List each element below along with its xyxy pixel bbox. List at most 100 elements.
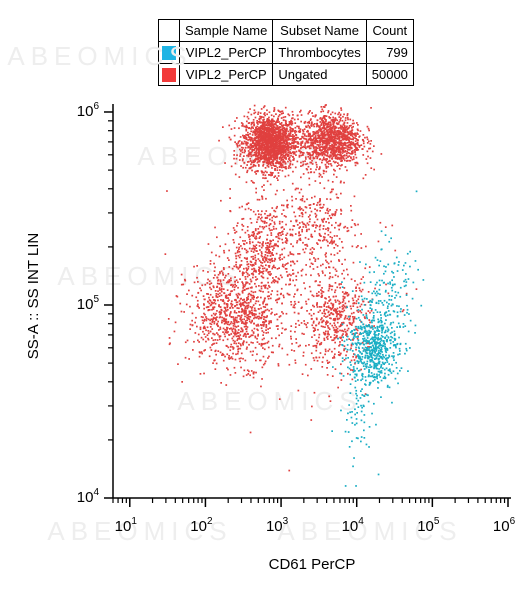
data-point — [333, 235, 336, 237]
data-point — [229, 306, 232, 309]
data-point — [339, 222, 342, 225]
data-point — [276, 158, 279, 160]
data-point — [287, 124, 290, 127]
data-point — [279, 256, 281, 259]
data-point — [207, 337, 209, 340]
data-point — [303, 137, 305, 140]
data-point — [351, 378, 354, 381]
data-point — [286, 141, 288, 144]
data-point — [330, 151, 332, 153]
data-point — [348, 317, 351, 320]
data-point — [355, 138, 358, 140]
data-point — [204, 283, 207, 286]
data-point — [298, 253, 301, 255]
data-point — [371, 150, 374, 153]
data-point — [205, 340, 207, 343]
data-point — [335, 142, 337, 144]
data-point — [313, 334, 316, 336]
data-point — [254, 256, 257, 259]
data-point — [343, 125, 346, 127]
data-point — [226, 367, 228, 369]
data-point — [339, 314, 341, 316]
data-point — [167, 318, 170, 320]
data-point — [291, 233, 293, 236]
data-point — [360, 278, 363, 280]
data-point — [206, 282, 209, 284]
data-point — [267, 346, 270, 349]
data-point — [340, 363, 342, 366]
data-point — [220, 312, 222, 315]
data-point — [245, 129, 248, 132]
data-point — [232, 327, 235, 330]
data-point — [344, 134, 346, 136]
data-point — [338, 164, 340, 166]
data-point — [342, 310, 344, 313]
data-point — [274, 165, 276, 167]
data-point — [198, 307, 200, 309]
data-point — [273, 157, 276, 159]
data-point — [274, 139, 276, 142]
data-point — [270, 141, 273, 143]
data-point — [291, 138, 293, 140]
data-point — [263, 267, 266, 270]
data-point — [196, 325, 198, 328]
data-point — [266, 217, 269, 219]
data-point — [335, 270, 338, 272]
data-point — [293, 350, 296, 352]
data-point — [235, 246, 238, 249]
data-point — [271, 161, 273, 163]
data-point — [346, 142, 349, 144]
data-point — [312, 322, 315, 324]
data-point — [255, 129, 258, 132]
data-point — [357, 245, 359, 247]
data-point — [319, 153, 322, 156]
data-point — [320, 138, 322, 141]
data-point — [244, 359, 247, 362]
data-point — [242, 343, 244, 346]
data-point — [343, 293, 346, 295]
data-point — [351, 219, 354, 221]
data-point — [234, 120, 236, 122]
data-point — [315, 349, 318, 352]
data-point — [252, 350, 254, 353]
data-point — [266, 164, 269, 167]
data-point — [242, 166, 244, 169]
data-point — [219, 335, 222, 338]
data-point — [293, 311, 296, 314]
data-point — [202, 295, 205, 297]
data-point — [243, 369, 246, 372]
data-point — [268, 133, 271, 136]
data-point — [257, 334, 259, 337]
data-point — [321, 121, 324, 124]
data-point — [267, 258, 270, 261]
data-point — [326, 315, 329, 318]
data-point — [325, 228, 327, 230]
data-point — [304, 144, 306, 146]
data-point — [279, 274, 282, 277]
data-point — [207, 293, 209, 295]
data-point — [342, 132, 345, 135]
data-point — [253, 112, 255, 115]
data-point — [278, 134, 281, 137]
data-point — [314, 327, 316, 330]
data-point — [241, 123, 244, 125]
data-point — [280, 226, 283, 229]
data-point — [335, 335, 338, 338]
data-point — [236, 266, 238, 269]
data-point — [338, 313, 340, 315]
data-point — [281, 169, 284, 172]
data-point — [309, 252, 311, 255]
data-point — [244, 307, 247, 310]
data-point — [301, 142, 304, 144]
data-point — [246, 142, 248, 145]
data-point — [322, 140, 325, 143]
data-point — [324, 236, 326, 239]
data-point — [242, 273, 244, 275]
data-point — [233, 322, 236, 325]
data-point — [242, 284, 245, 286]
data-point — [291, 128, 293, 130]
data-point — [356, 132, 358, 134]
data-point — [334, 157, 337, 159]
data-point — [324, 274, 326, 277]
data-point — [299, 344, 301, 347]
